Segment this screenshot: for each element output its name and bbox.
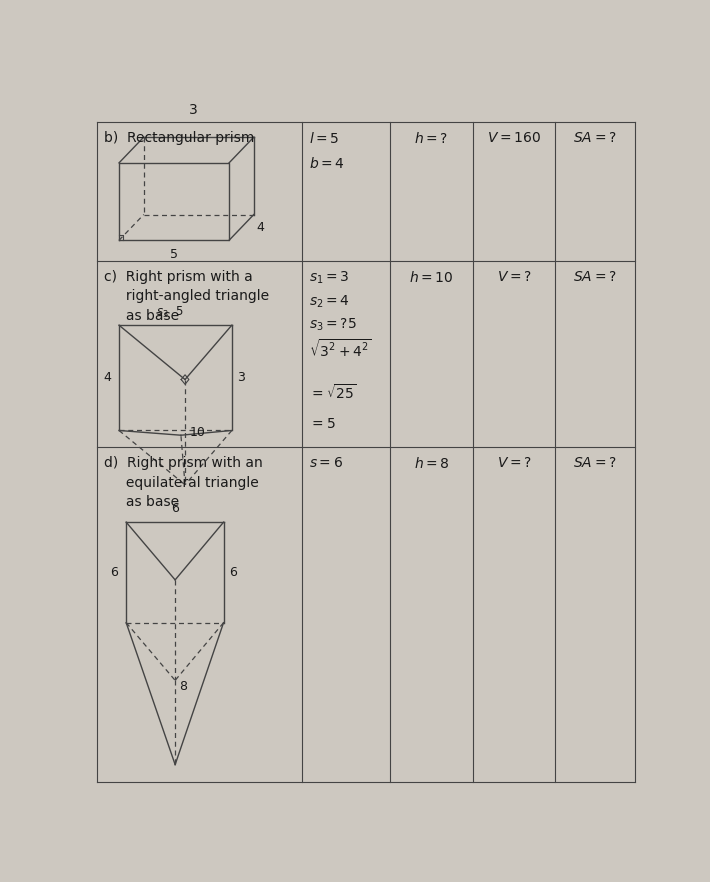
Text: $V = 160$: $V = 160$ (487, 131, 541, 145)
Text: 10: 10 (190, 426, 205, 439)
Text: 4: 4 (256, 220, 264, 234)
Text: 6: 6 (171, 503, 179, 515)
Text: $s_3$  5: $s_3$ 5 (156, 304, 184, 320)
Text: $= \sqrt{25}$: $= \sqrt{25}$ (309, 383, 357, 402)
Text: 3: 3 (237, 371, 245, 385)
Text: $V = ?$: $V = ?$ (497, 270, 532, 283)
Text: $SA = ?$: $SA = ?$ (573, 456, 617, 470)
Text: $l = 5$
$b = 4$: $l = 5$ $b = 4$ (309, 131, 345, 170)
Text: 3: 3 (189, 102, 197, 116)
Text: 5: 5 (170, 249, 178, 261)
Text: $= 5$: $= 5$ (309, 417, 335, 431)
Text: $s_1 = 3$
$s_2 = 4$
$s_3 = ?5$: $s_1 = 3$ $s_2 = 4$ $s_3 = ?5$ (309, 270, 356, 333)
Text: $SA = ?$: $SA = ?$ (573, 270, 617, 283)
Text: $SA = ?$: $SA = ?$ (573, 131, 617, 145)
Text: $h = 8$: $h = 8$ (414, 456, 449, 471)
Text: b)  Rectangular prism: b) Rectangular prism (104, 131, 254, 145)
Text: 6: 6 (110, 566, 118, 579)
Text: c)  Right prism with a
     right-angled triangle
     as base: c) Right prism with a right-angled trian… (104, 270, 268, 323)
Text: d)  Right prism with an
     equilateral triangle
     as base: d) Right prism with an equilateral trian… (104, 456, 263, 509)
Text: 4: 4 (103, 371, 111, 385)
Text: $\sqrt{3^2+4^2}$: $\sqrt{3^2+4^2}$ (309, 339, 372, 360)
Text: 6: 6 (229, 566, 237, 579)
Text: $V = ?$: $V = ?$ (497, 456, 532, 470)
Text: $s = 6$: $s = 6$ (309, 456, 343, 470)
Text: $h = 10$: $h = 10$ (410, 270, 454, 285)
Text: $h = ?$: $h = ?$ (415, 131, 449, 146)
Text: 8: 8 (180, 680, 187, 693)
